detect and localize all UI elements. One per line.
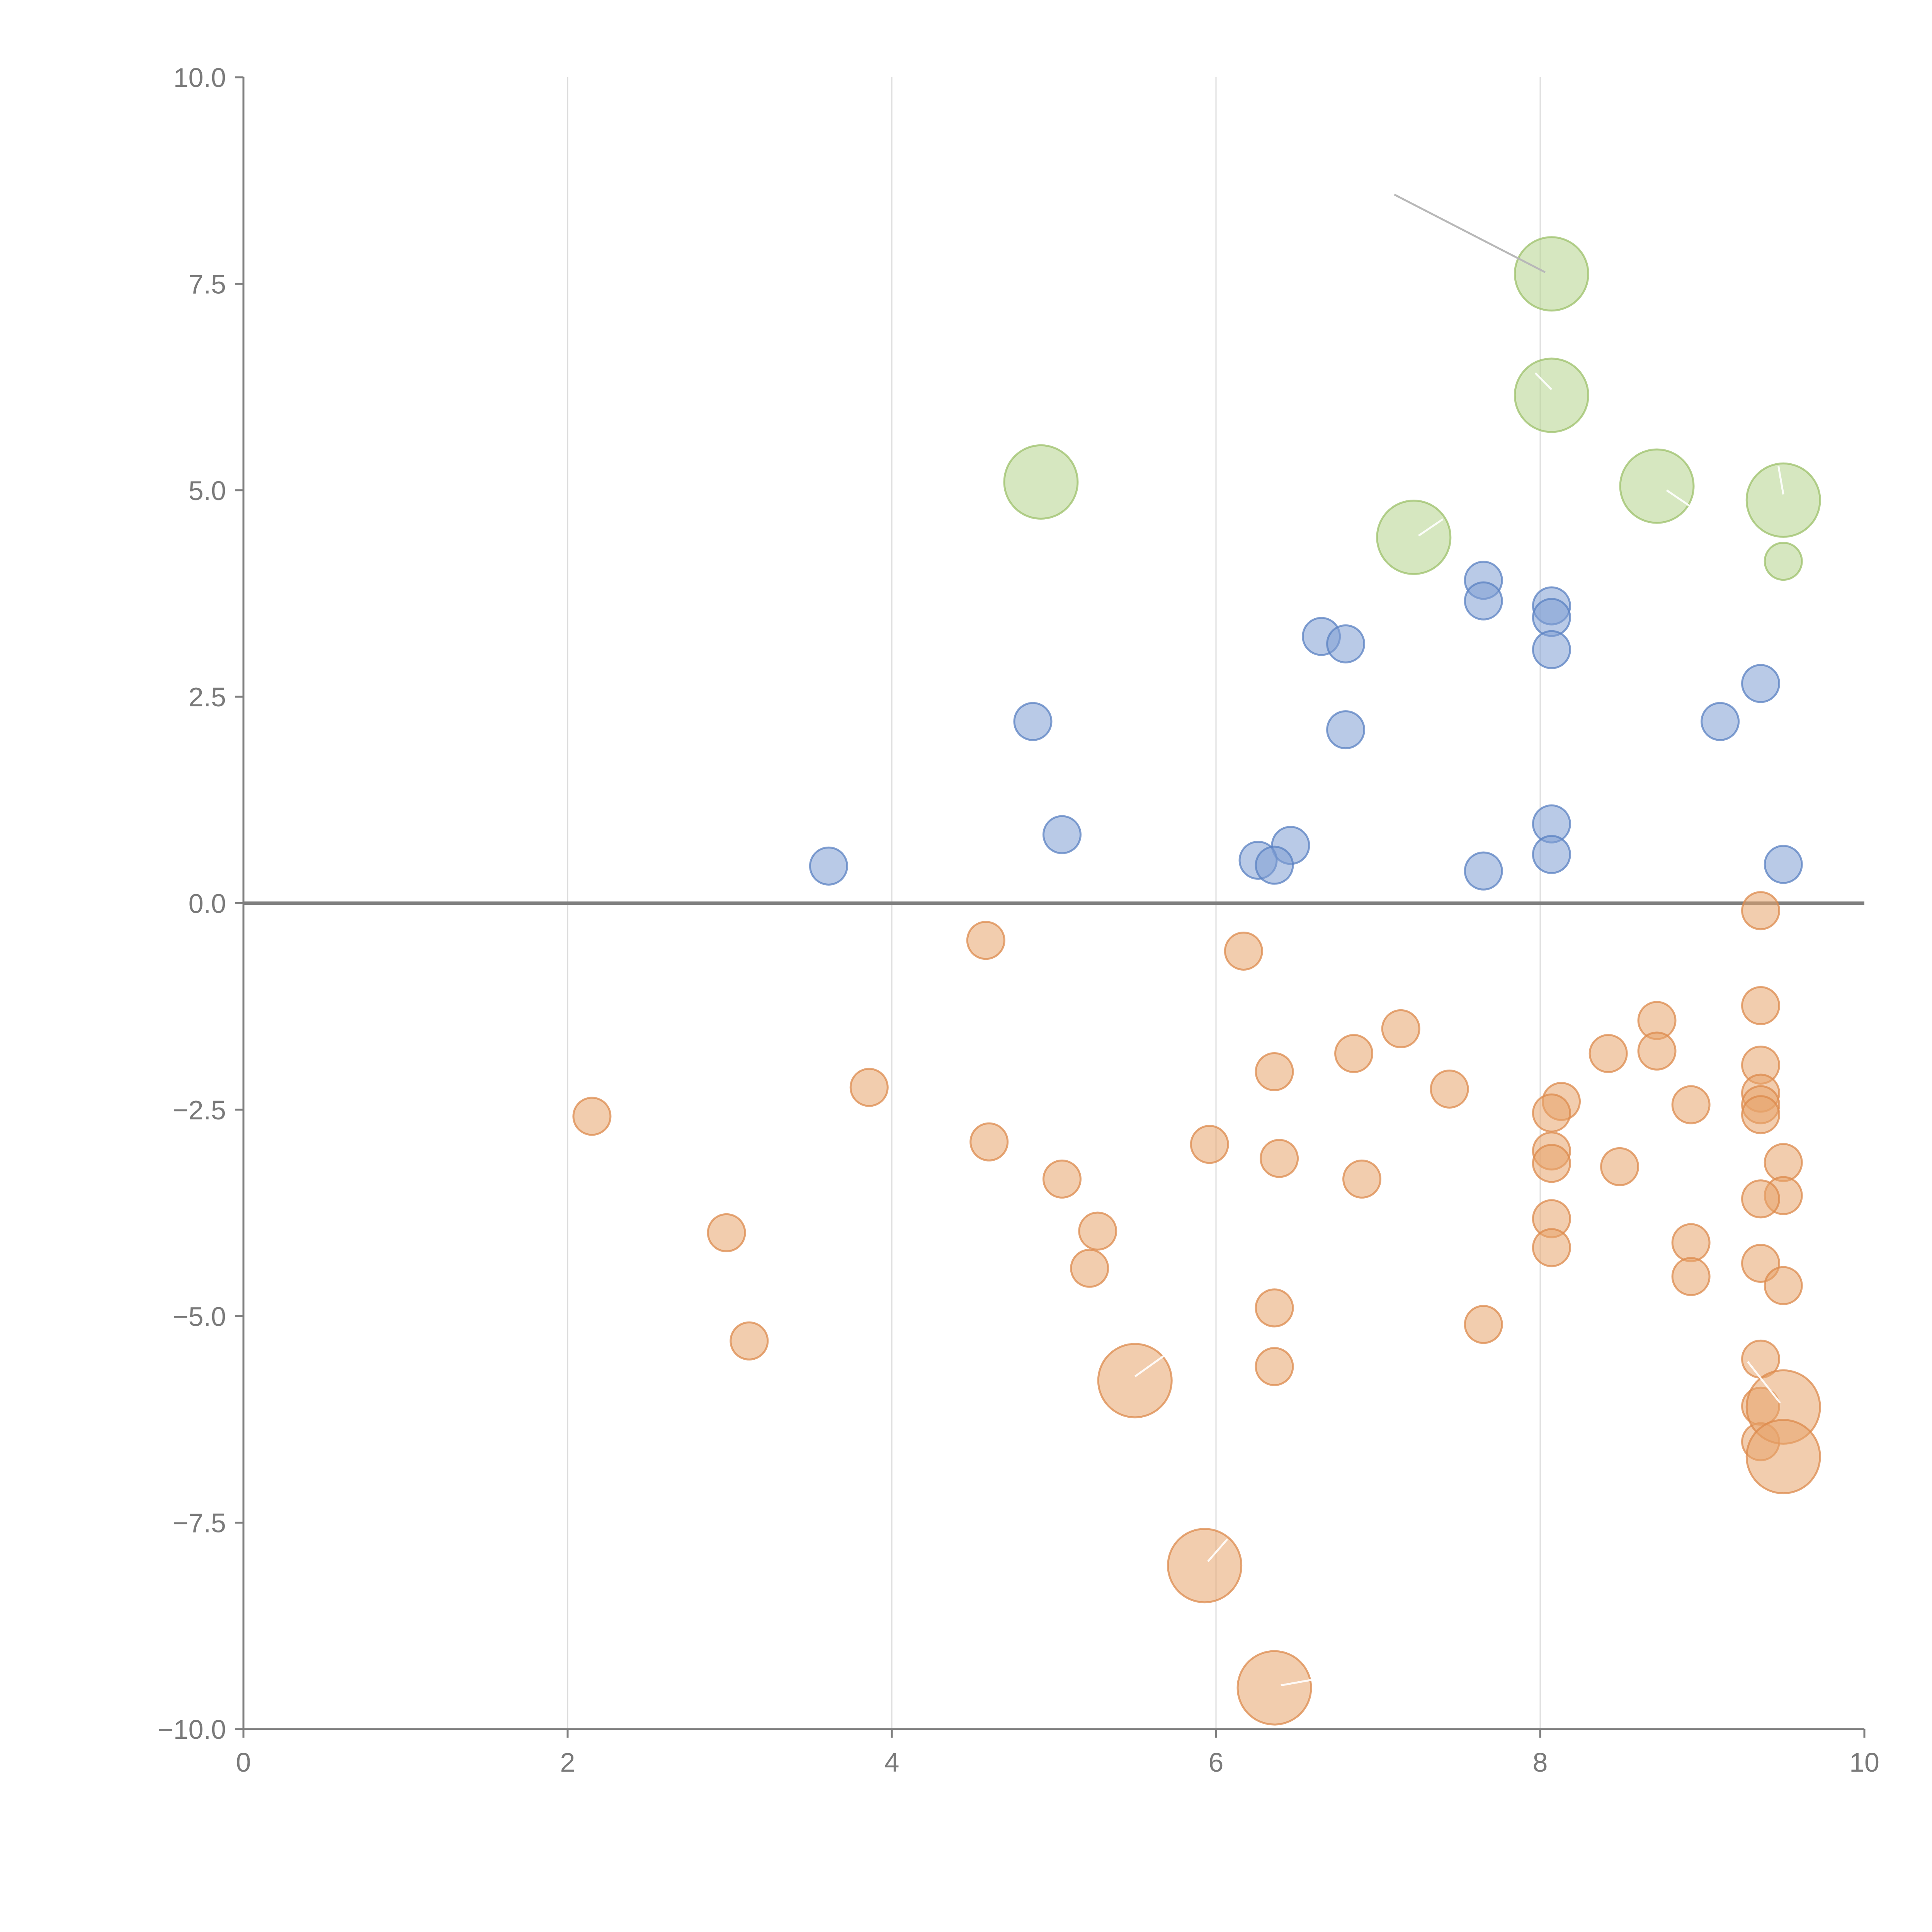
orange-data-point [572, 1097, 612, 1136]
orange-data-point [1745, 1419, 1821, 1495]
orange-data-point [1381, 1009, 1420, 1048]
orange-data-point [1342, 1159, 1382, 1199]
blue-data-point [1464, 851, 1503, 891]
blue-data-point [1464, 581, 1503, 621]
orange-data-point [1764, 1266, 1803, 1305]
orange-data-point [1255, 1052, 1294, 1092]
axes: 0 2 4 6 8 10 10.0 7.5 5.0 2.5 0.0 −2.5 −5.0 −7.5 −10.0 [158, 63, 1879, 1777]
blue-data-point [1701, 702, 1740, 741]
orange-data-point [1236, 1650, 1312, 1726]
blue-data-point [1326, 624, 1366, 663]
blue-data-point [1255, 845, 1294, 885]
leader-lines [1134, 194, 1784, 1687]
orange-data-point [1430, 1069, 1469, 1109]
leader-line [1134, 1352, 1168, 1378]
blue-data-point [1532, 835, 1571, 874]
orange-data-point [1671, 1085, 1711, 1124]
blue-data-point [1532, 630, 1571, 669]
orange-data-point [1255, 1347, 1294, 1386]
x-tick-label: 2 [560, 1747, 575, 1777]
orange-data-point [1741, 1095, 1781, 1134]
orange-data-point [1167, 1528, 1243, 1604]
leader-line [1747, 1361, 1781, 1404]
orange-data-point [969, 1122, 1009, 1162]
orange-data-point [1741, 986, 1781, 1026]
y-tick-label: −2.5 [173, 1095, 226, 1125]
orange-data-point [1532, 1093, 1571, 1133]
x-tick-label: 6 [1209, 1747, 1224, 1777]
y-tick-label: −7.5 [173, 1508, 226, 1538]
y-tick-label: 0.0 [189, 889, 226, 919]
blue-data-point [809, 846, 848, 886]
orange-data-point [1532, 1144, 1571, 1183]
blue-data-point [1741, 664, 1781, 703]
x-tick-label: 0 [236, 1747, 251, 1777]
green-data-point [1376, 500, 1452, 575]
x-tick-label: 8 [1533, 1747, 1548, 1777]
leader-line [1777, 466, 1784, 495]
y-tick-label: 2.5 [189, 682, 226, 712]
leader-line [1207, 1538, 1228, 1562]
orange-data-point [1070, 1248, 1109, 1288]
green-data-point [1619, 448, 1695, 524]
orange-data-point [1042, 1159, 1082, 1199]
orange-data-point [1255, 1288, 1294, 1328]
orange-data-point [1097, 1343, 1173, 1418]
orange-data-point [1741, 891, 1781, 930]
leader-line [1418, 518, 1444, 537]
orange-data-point [707, 1213, 746, 1252]
orange-data-point [1671, 1257, 1711, 1296]
leader-line [1281, 1679, 1314, 1687]
orange-data-point [730, 1321, 769, 1361]
y-tick-label: −10.0 [158, 1714, 226, 1745]
blue-data-point [1764, 845, 1803, 884]
orange-data-point [1671, 1223, 1711, 1262]
blue-data-point [1326, 710, 1366, 750]
y-tick-label: 7.5 [189, 269, 226, 299]
y-tick-label: −5.0 [173, 1301, 226, 1332]
leader-line [1666, 489, 1692, 508]
green-data-point [1764, 542, 1803, 581]
data-points [572, 236, 1821, 1726]
orange-data-point [1334, 1034, 1374, 1073]
x-tick-label: 10 [1849, 1747, 1879, 1777]
orange-data-point [1190, 1125, 1229, 1164]
orange-data-point [1588, 1034, 1628, 1073]
green-data-point [1514, 357, 1589, 433]
orange-data-point [1260, 1139, 1299, 1178]
orange-data-point [1764, 1143, 1803, 1182]
orange-data-point [1741, 1179, 1781, 1219]
green-data-point [1003, 444, 1079, 520]
x-tick-label: 4 [884, 1747, 900, 1777]
blue-data-point [1042, 815, 1082, 854]
green-data-point [1514, 236, 1589, 312]
orange-data-point [1224, 931, 1263, 971]
orange-data-point [1464, 1305, 1503, 1344]
leader-line [1534, 372, 1553, 390]
orange-data-point [1600, 1147, 1639, 1186]
orange-data-point [1078, 1211, 1117, 1251]
y-tick-label: 10.0 [173, 63, 226, 93]
orange-data-point [1637, 1031, 1677, 1071]
orange-data-point [849, 1068, 889, 1107]
orange-data-point [1532, 1228, 1571, 1267]
orange-data-point [966, 921, 1005, 960]
blue-data-point [1013, 702, 1053, 741]
y-tick-label: 5.0 [189, 476, 226, 506]
leader-line [1394, 194, 1546, 273]
green-data-point [1745, 462, 1821, 538]
